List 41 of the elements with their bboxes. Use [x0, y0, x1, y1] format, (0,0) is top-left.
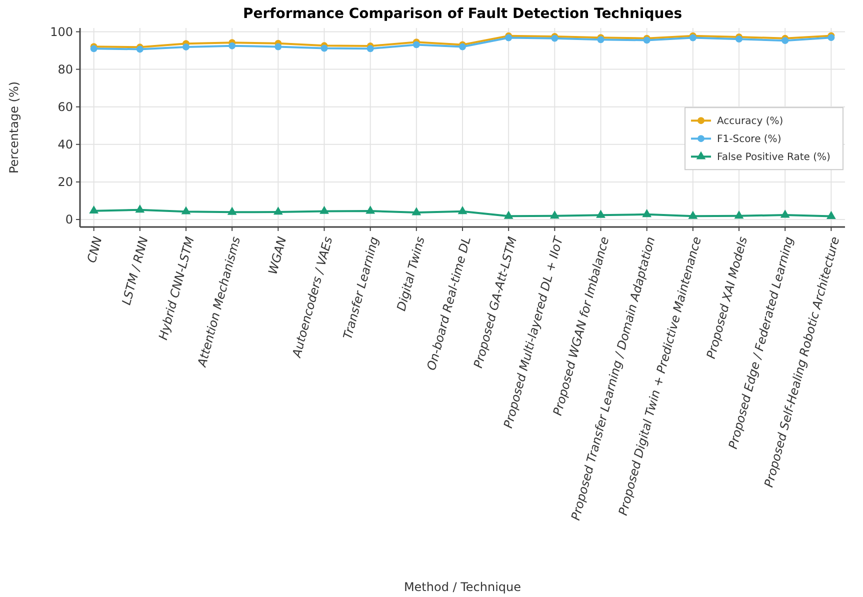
- legend-label: Accuracy (%): [717, 116, 784, 128]
- point: [366, 206, 376, 214]
- point: [458, 206, 468, 214]
- point: [366, 45, 374, 52]
- chart-title: Performance Comparison of Fault Detection Techniques: [242, 6, 682, 22]
- point: [182, 43, 190, 50]
- y-tick-label: 80: [58, 62, 73, 76]
- y-tick-label: 20: [58, 175, 73, 190]
- x-tick-label: CNN: [84, 235, 105, 264]
- point: [642, 209, 652, 218]
- point: [274, 43, 282, 50]
- y-tick-label: 0: [65, 212, 73, 227]
- point: [227, 206, 237, 215]
- point: [273, 206, 283, 215]
- y-tick-label: 60: [58, 100, 73, 114]
- point: [412, 207, 422, 216]
- point: [412, 41, 420, 48]
- point: [736, 36, 742, 43]
- point: [228, 42, 236, 50]
- legend-label: False Positive Rate (%): [717, 152, 831, 164]
- y-axis-title: Percentage (%): [7, 81, 21, 174]
- point: [550, 210, 560, 219]
- x-axis-title: Method / Technique: [404, 580, 522, 594]
- point: [734, 210, 744, 219]
- point: [320, 44, 328, 52]
- point: [780, 210, 790, 218]
- point: [782, 37, 789, 44]
- point: [826, 210, 836, 220]
- point: [181, 206, 191, 214]
- legend-label: F1-Score (%): [717, 134, 782, 146]
- point: [89, 205, 99, 214]
- x-tick-label: WGAN: [266, 235, 290, 276]
- x-tick-label: Digital Twins: [394, 235, 428, 312]
- point: [320, 206, 329, 214]
- x-tick-label: LSTM / RNN: [119, 235, 151, 306]
- point: [504, 210, 514, 219]
- point: [688, 210, 698, 219]
- point: [135, 204, 145, 213]
- y-tick-label: 100: [50, 24, 73, 39]
- point: [596, 210, 606, 218]
- y-tick-label: 40: [58, 138, 73, 152]
